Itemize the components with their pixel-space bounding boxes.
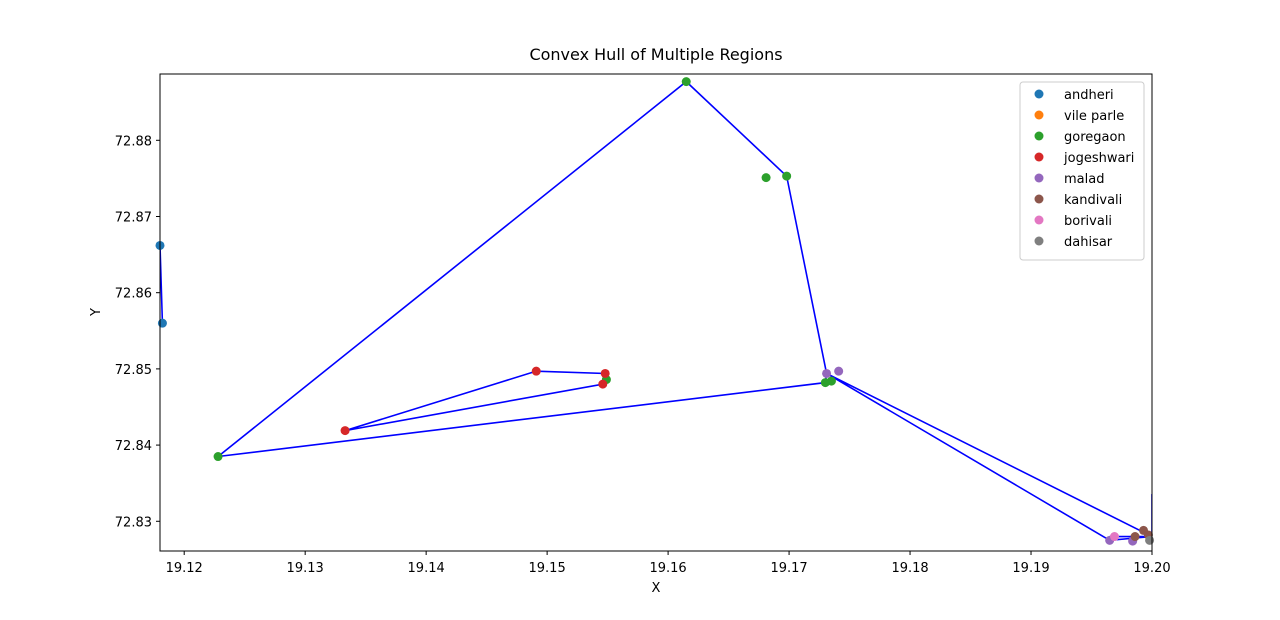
legend-marker: [1034, 194, 1044, 204]
legend-marker: [1034, 131, 1044, 141]
y-tick-label: 72.87: [115, 210, 152, 225]
x-tick-label: 19.12: [166, 561, 203, 576]
chart-title: Convex Hull of Multiple Regions: [529, 45, 782, 64]
hull-line: [344, 370, 607, 432]
legend-label: goregaon: [1064, 130, 1126, 145]
hull-line: [217, 80, 828, 458]
legend-label: jogeshwari: [1063, 151, 1134, 166]
legend-marker: [1034, 152, 1044, 162]
data-point: [213, 452, 223, 462]
x-tick-label: 19.20: [1133, 561, 1170, 576]
y-tick-label: 72.88: [115, 134, 152, 149]
legend-box: [1019, 81, 1145, 261]
y-tick-label: 72.84: [115, 439, 152, 454]
data-point: [340, 426, 350, 436]
data-point: [1145, 535, 1155, 545]
x-tick-label: 19.17: [770, 561, 807, 576]
legend-label: andheri: [1064, 88, 1114, 103]
x-tick-label: 19.16: [649, 561, 686, 576]
data-point: [826, 376, 836, 386]
data-point: [761, 173, 771, 183]
data-point: [1109, 532, 1119, 542]
x-tick-label: 19.18: [891, 561, 928, 576]
legend-label: malad: [1064, 172, 1104, 187]
data-point: [681, 77, 691, 87]
data-point: [822, 368, 832, 378]
legend-label: kandivali: [1064, 193, 1122, 208]
data-point: [157, 318, 167, 328]
legend-marker: [1034, 215, 1044, 225]
data-point: [782, 171, 792, 181]
data-point: [531, 366, 541, 376]
data-point: [600, 368, 610, 378]
legend-marker: [1034, 236, 1044, 246]
y-tick-label: 72.86: [115, 287, 152, 302]
x-axis-label: X: [652, 581, 661, 596]
legend-label: vile parle: [1064, 109, 1124, 124]
hull-line: [1109, 493, 1152, 538]
x-tick-label: 19.15: [529, 561, 566, 576]
legend-marker: [1034, 89, 1044, 99]
data-point: [598, 379, 608, 389]
x-tick-label: 19.13: [287, 561, 324, 576]
legend-marker: [1034, 110, 1044, 120]
legend-marker: [1034, 173, 1044, 183]
data-point: [1130, 532, 1140, 542]
point-layer: [155, 77, 1155, 546]
x-tick-label: 19.14: [408, 561, 445, 576]
y-tick-label: 72.85: [115, 363, 152, 378]
legend-label: borivali: [1064, 214, 1112, 229]
hull-line: [826, 372, 1152, 542]
legend-label: dahisar: [1064, 235, 1113, 250]
y-axis-label: Y: [89, 308, 104, 317]
data-point: [834, 366, 844, 376]
y-tick-label: 72.83: [115, 515, 152, 530]
plot-frame: [159, 73, 1153, 552]
legend: andheri vile parle goregaon jogeshwari malad…: [1019, 81, 1145, 261]
x-tick-label: 19.19: [1012, 561, 1049, 576]
